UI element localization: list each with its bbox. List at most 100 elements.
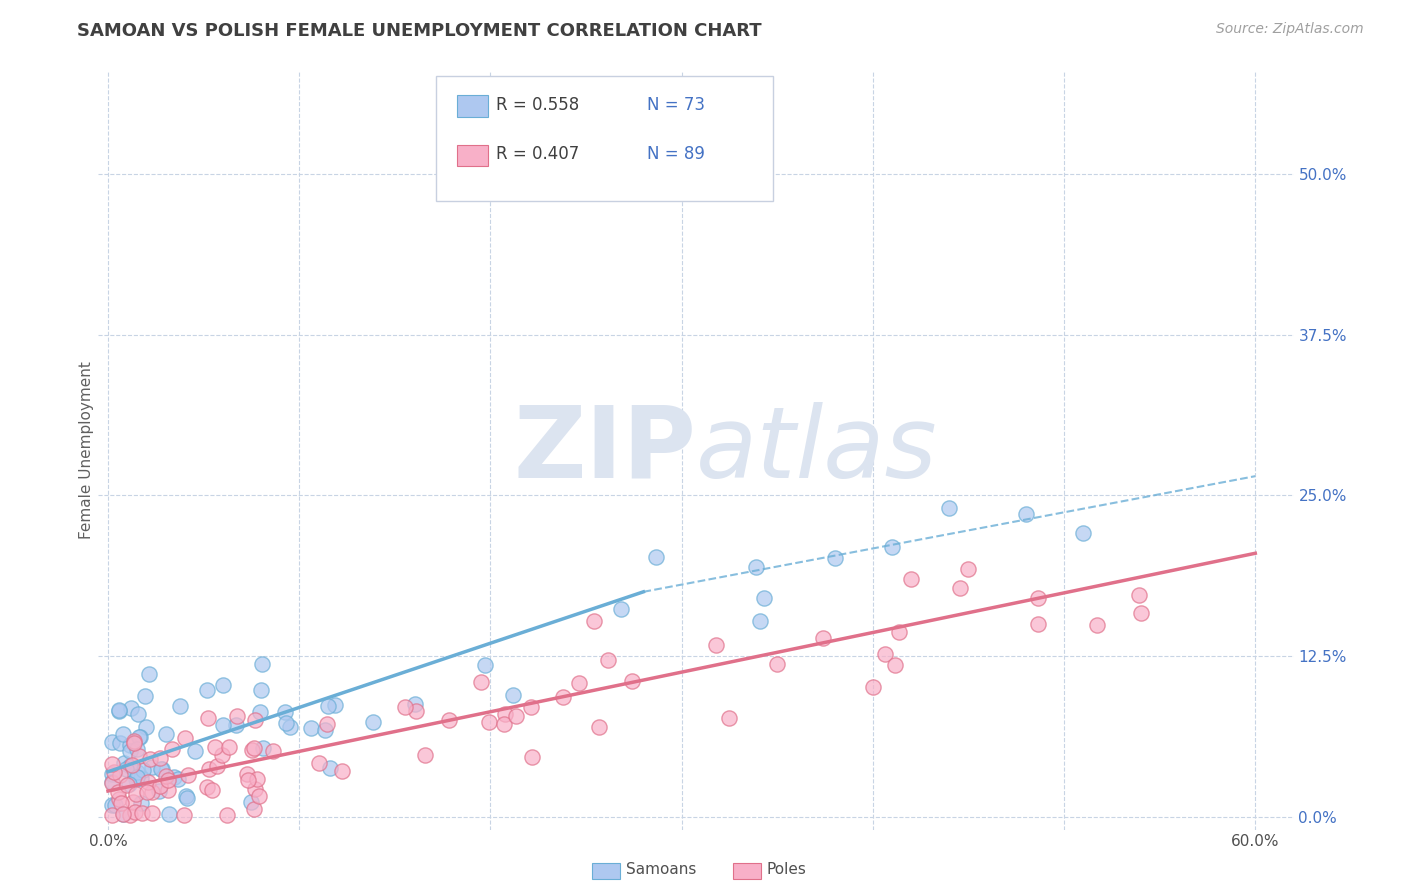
Point <box>149 762 172 776</box>
Point <box>1130 606 1153 620</box>
Point <box>136 775 159 789</box>
Point <box>197 711 219 725</box>
Point <box>900 572 922 586</box>
Point <box>316 716 339 731</box>
Point <box>437 713 460 727</box>
Point <box>201 783 224 797</box>
Point <box>325 698 347 712</box>
Point <box>717 711 740 725</box>
Point <box>118 777 141 791</box>
Point <box>138 666 160 681</box>
Point <box>474 658 496 673</box>
Point <box>811 631 834 645</box>
Point <box>176 791 198 805</box>
Point <box>494 717 516 731</box>
Point <box>1026 617 1049 632</box>
Point <box>157 782 180 797</box>
Text: ZIP: ZIP <box>513 402 696 499</box>
Point <box>124 805 146 819</box>
Point <box>880 540 903 554</box>
Point <box>128 749 150 764</box>
Point <box>211 718 233 732</box>
Point <box>101 735 124 749</box>
Point <box>704 638 727 652</box>
Point <box>115 779 138 793</box>
Point <box>169 699 191 714</box>
Point <box>103 764 125 779</box>
Point <box>236 773 259 788</box>
Point <box>121 758 143 772</box>
Point <box>131 805 153 820</box>
Point <box>107 784 129 798</box>
Point <box>120 744 142 758</box>
Point <box>1128 589 1150 603</box>
Point <box>101 774 124 789</box>
Point <box>122 795 145 809</box>
Point <box>252 657 274 671</box>
Point <box>752 591 775 606</box>
Point <box>873 647 896 661</box>
Point <box>104 798 127 813</box>
Point <box>101 797 124 812</box>
Point <box>101 757 124 772</box>
Point <box>243 713 266 727</box>
Point <box>1071 526 1094 541</box>
Point <box>148 784 170 798</box>
Point <box>157 773 180 788</box>
Point <box>120 738 142 752</box>
Point <box>124 787 146 801</box>
Point <box>118 808 141 822</box>
Point <box>112 756 135 771</box>
Point <box>262 744 284 758</box>
Point <box>1015 507 1038 521</box>
Point <box>505 709 527 723</box>
Point <box>225 717 247 731</box>
Point <box>246 772 269 786</box>
Point <box>149 780 172 794</box>
Point <box>122 734 145 748</box>
Point <box>404 697 426 711</box>
Point <box>108 703 131 717</box>
Point <box>551 690 574 704</box>
Point <box>405 704 427 718</box>
Point <box>110 736 132 750</box>
Point <box>502 689 524 703</box>
Point <box>112 727 135 741</box>
Point <box>240 742 263 756</box>
Point <box>120 701 142 715</box>
Point <box>129 731 152 745</box>
Point <box>112 807 135 822</box>
Point <box>470 674 492 689</box>
Point <box>316 698 339 713</box>
Point <box>588 720 610 734</box>
Point <box>212 678 235 692</box>
Point <box>645 549 668 564</box>
Point <box>824 550 846 565</box>
Point <box>110 768 132 782</box>
Point <box>163 770 186 784</box>
Point <box>274 706 297 720</box>
Point <box>520 700 543 714</box>
Point <box>299 721 322 735</box>
Point <box>135 785 157 799</box>
Text: N = 89: N = 89 <box>647 145 704 163</box>
Point <box>1026 591 1049 605</box>
Point <box>101 808 124 822</box>
Text: SAMOAN VS POLISH FEMALE UNEMPLOYMENT CORRELATION CHART: SAMOAN VS POLISH FEMALE UNEMPLOYMENT COR… <box>77 22 762 40</box>
Point <box>135 720 157 734</box>
Point <box>101 767 124 781</box>
Point <box>240 795 263 809</box>
Text: N = 73: N = 73 <box>647 96 704 114</box>
Point <box>128 731 150 745</box>
Point <box>620 673 643 688</box>
Point <box>330 764 353 778</box>
Point <box>167 772 190 786</box>
Point <box>184 744 207 758</box>
Point <box>125 765 148 780</box>
Point <box>280 719 302 733</box>
Point <box>249 705 271 719</box>
Point <box>159 807 181 822</box>
Point <box>766 657 789 671</box>
Point <box>198 762 221 776</box>
Point <box>108 704 131 718</box>
